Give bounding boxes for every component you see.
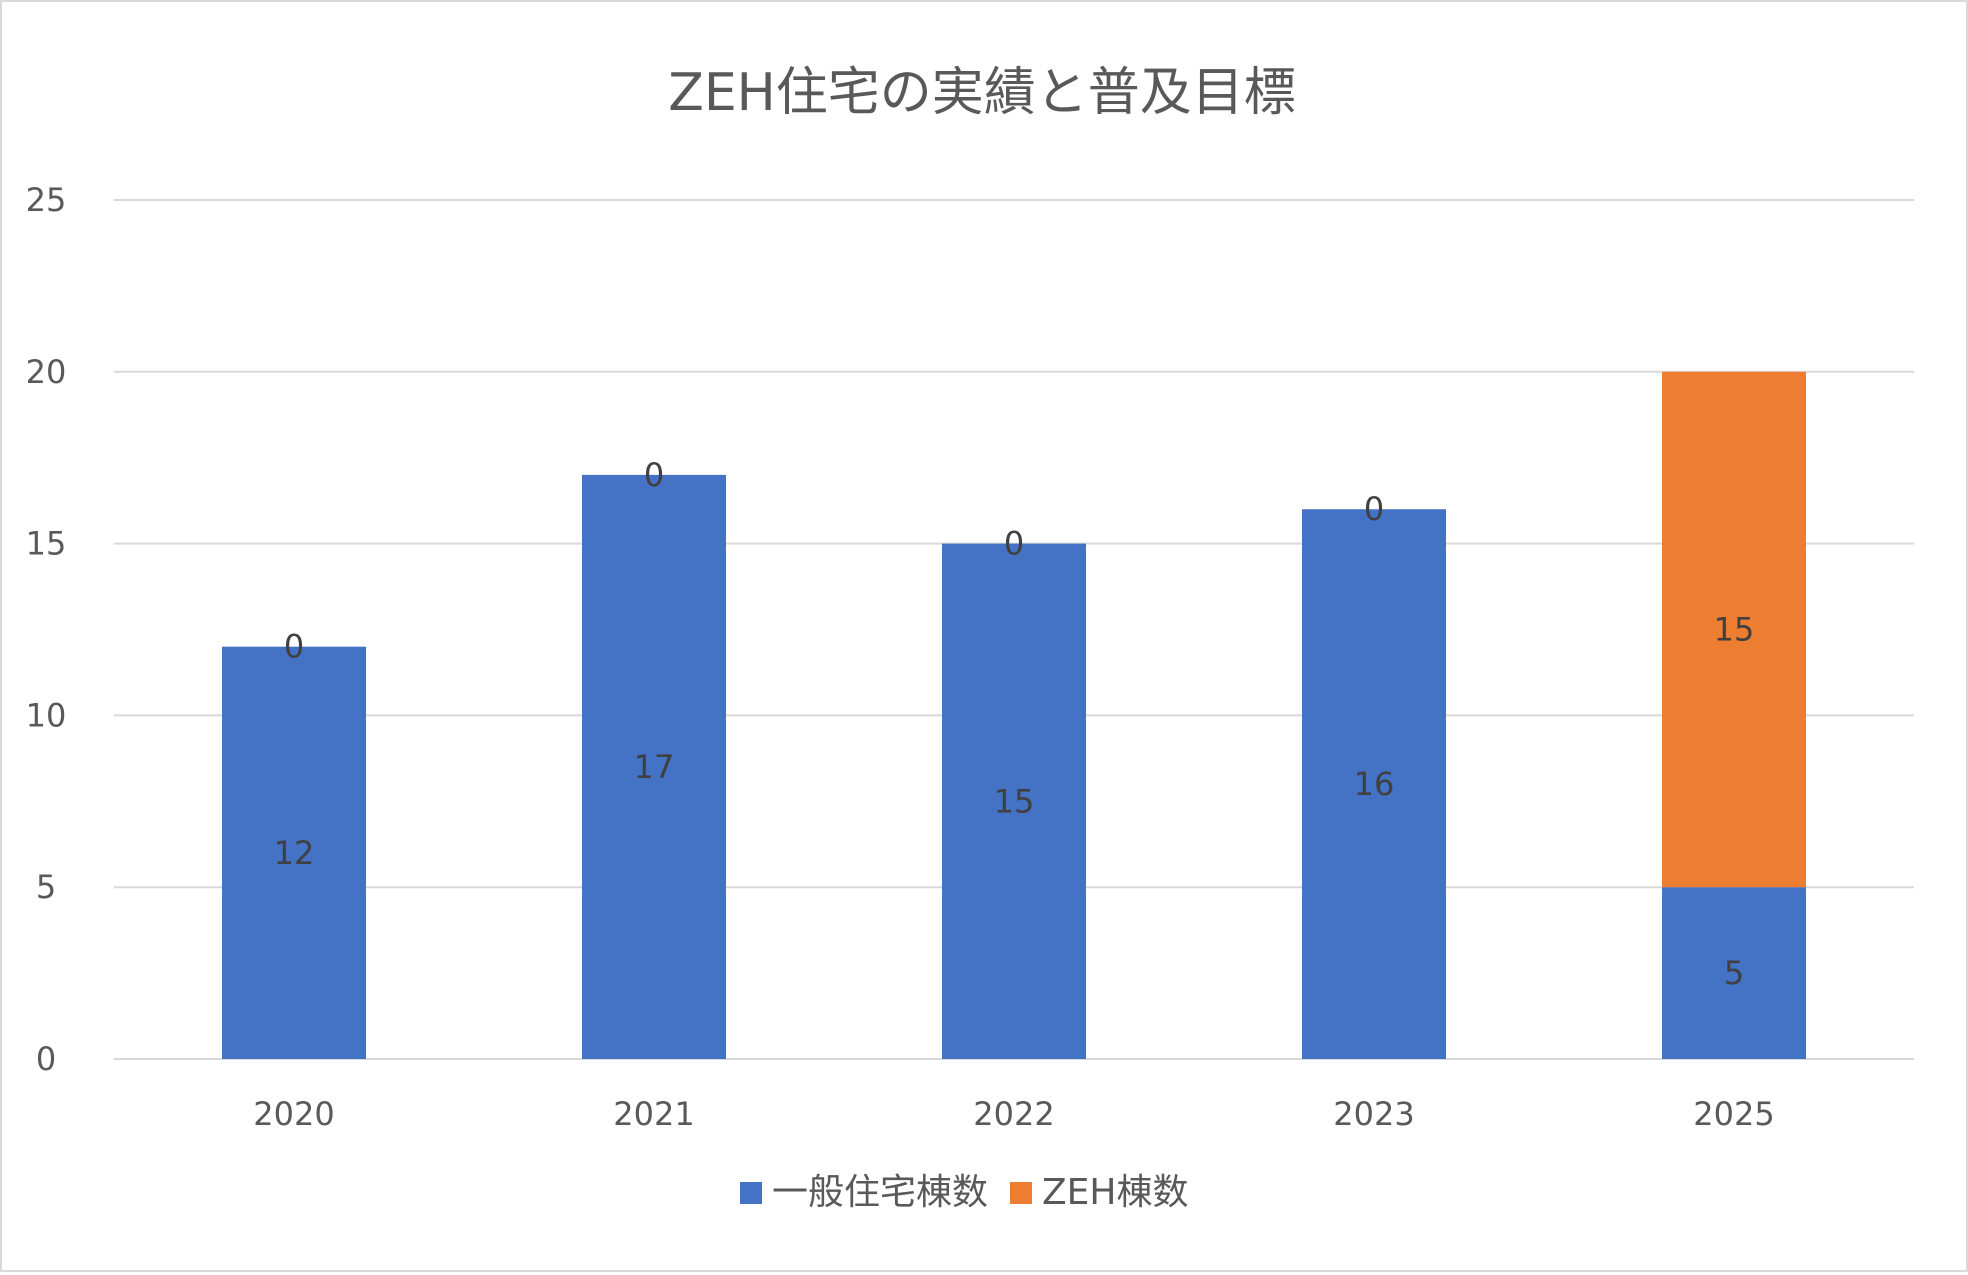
- y-tick-label: 15: [26, 525, 67, 563]
- data-label: 15: [1714, 611, 1755, 649]
- data-label: 0: [1004, 525, 1024, 563]
- chart-title: ZEH住宅の実績と普及目標: [668, 63, 1296, 123]
- y-tick-label: 25: [26, 181, 67, 219]
- data-labels: 12 0 17 0 15 0 16 0 5 15: [274, 456, 1755, 992]
- x-tick-label: 2023: [1333, 1095, 1414, 1133]
- data-label: 0: [644, 456, 664, 494]
- legend-swatch: [1010, 1182, 1032, 1204]
- legend-item: ZEH棟数: [1010, 1172, 1188, 1213]
- bar-segment-general: [1302, 509, 1446, 1059]
- x-tick-label: 2025: [1693, 1095, 1774, 1133]
- x-tick-label: 2021: [613, 1095, 694, 1133]
- y-axis-tick-labels: 0 5 10 15 20 25: [26, 181, 67, 1078]
- bar-segment-general: [222, 646, 366, 1059]
- legend-item: 一般住宅棟数: [740, 1172, 988, 1213]
- x-tick-label: 2020: [253, 1095, 334, 1133]
- y-tick-label: 5: [36, 868, 56, 906]
- x-axis-tick-labels: 2020 2021 2022 2023 2025: [253, 1095, 1774, 1133]
- data-label: 17: [634, 748, 675, 786]
- data-label: 0: [284, 628, 304, 666]
- y-tick-label: 10: [26, 696, 67, 734]
- bars: [222, 371, 1806, 1059]
- data-label: 16: [1354, 765, 1395, 803]
- data-label: 12: [274, 834, 315, 872]
- data-label: 15: [994, 782, 1035, 820]
- bar-segment-general: [582, 474, 726, 1059]
- bar-segment-general: [942, 543, 1086, 1059]
- legend-label: ZEH棟数: [1042, 1172, 1188, 1213]
- data-label: 5: [1724, 954, 1744, 992]
- legend-label: 一般住宅棟数: [772, 1172, 988, 1213]
- legend-swatch: [740, 1182, 762, 1204]
- bar-segment-zeh: [1662, 371, 1806, 888]
- x-tick-label: 2022: [973, 1095, 1054, 1133]
- y-tick-label: 20: [26, 353, 67, 391]
- legend: 一般住宅棟数 ZEH棟数: [740, 1172, 1188, 1213]
- data-label: 0: [1364, 490, 1384, 528]
- y-tick-label: 0: [36, 1040, 56, 1078]
- bar-segment-general: [1662, 887, 1806, 1059]
